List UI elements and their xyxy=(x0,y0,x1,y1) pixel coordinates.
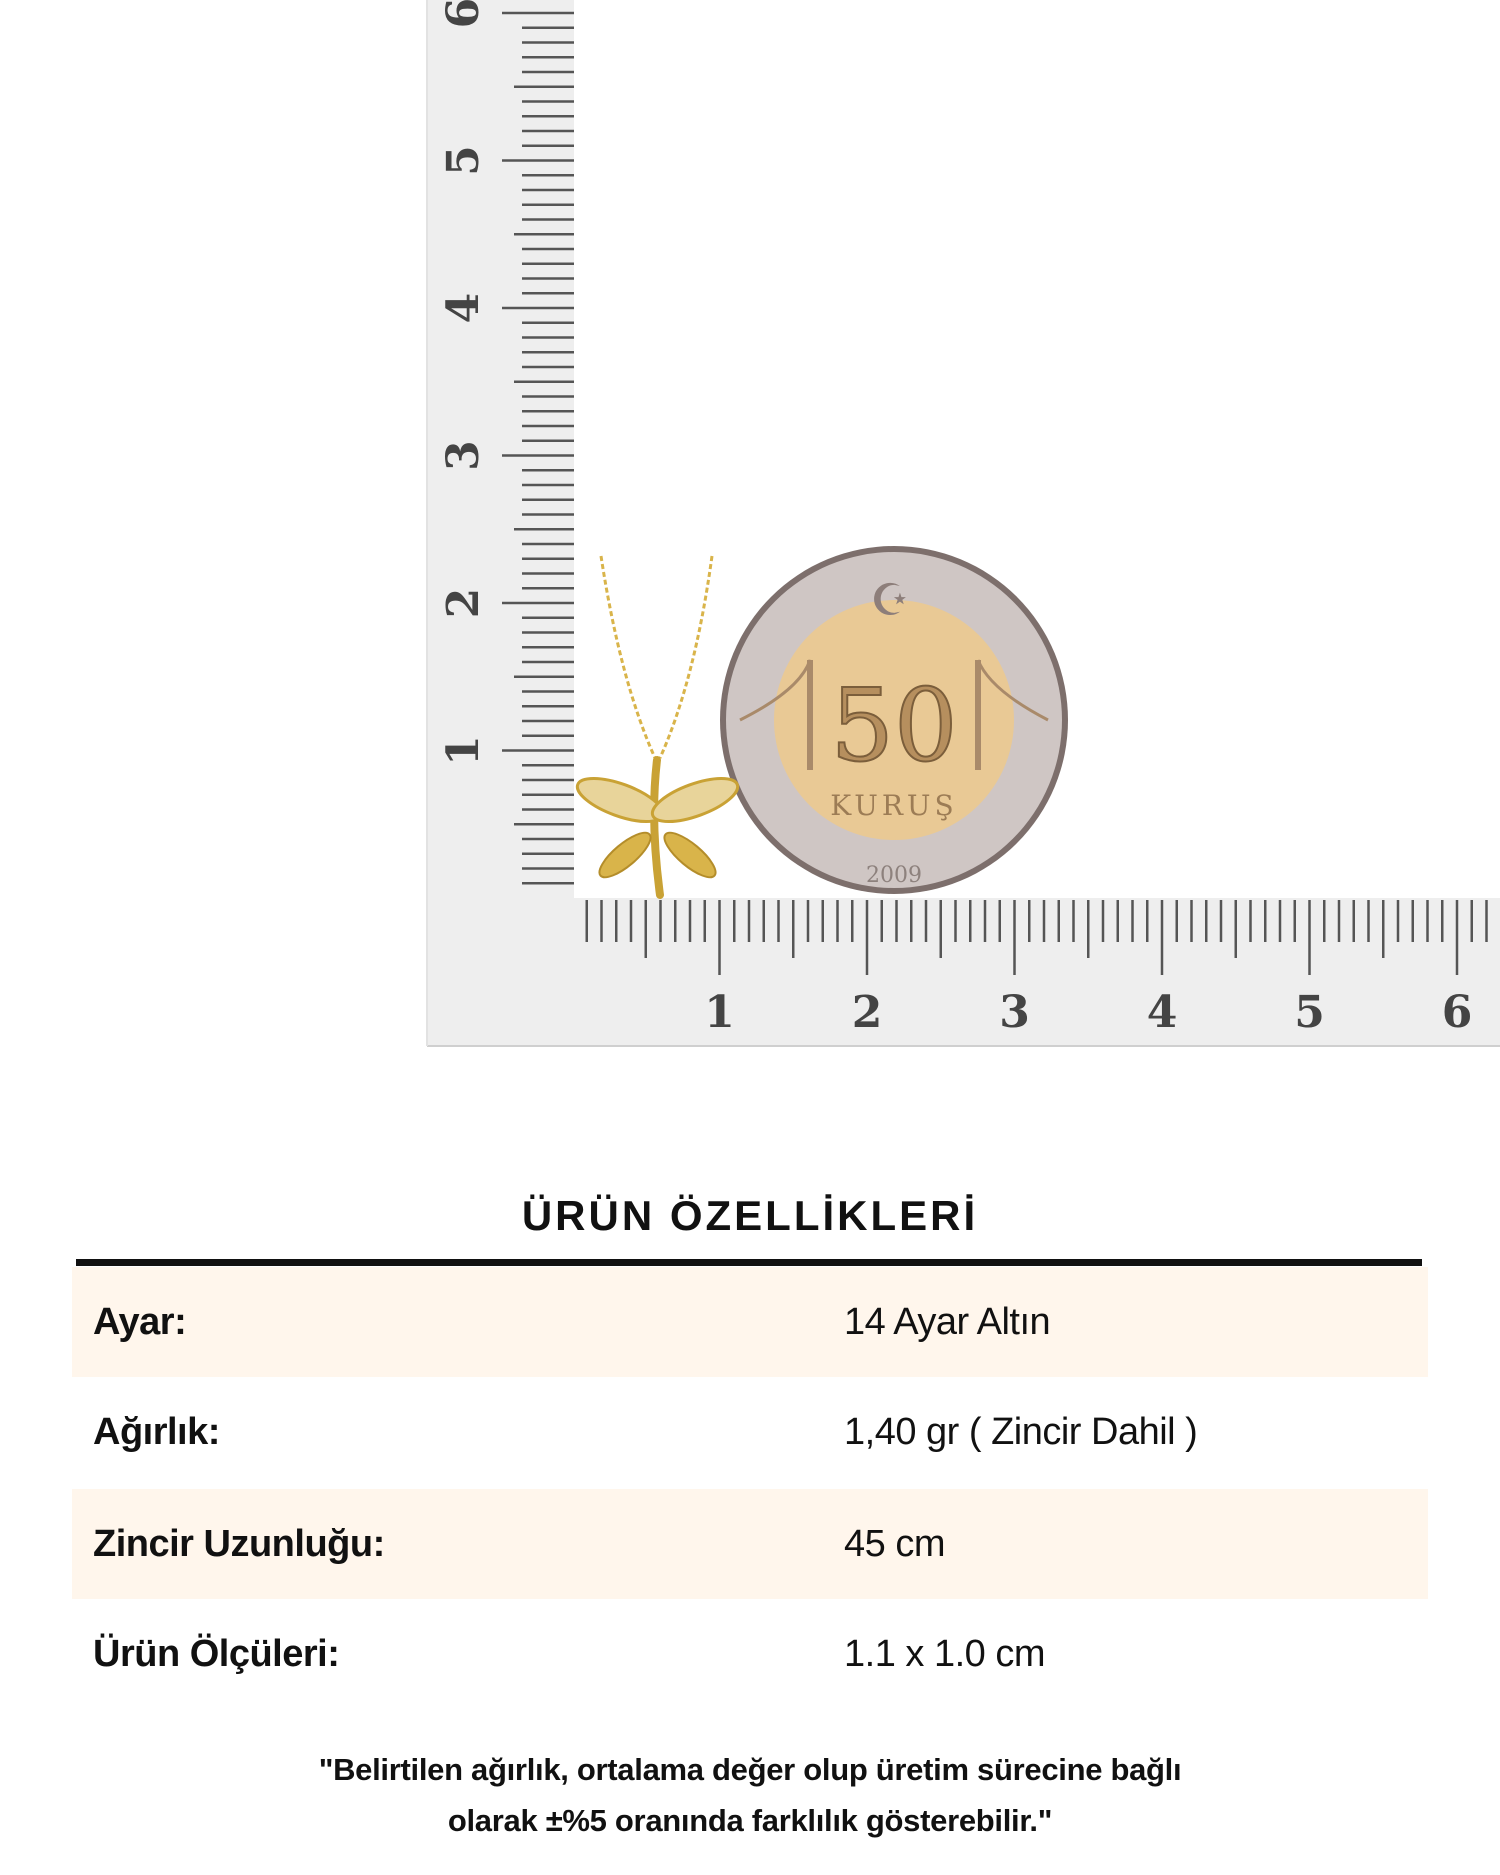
spec-label: Ürün Ölçüleri: xyxy=(93,1632,340,1675)
spec-value: 1.1 x 1.0 cm xyxy=(844,1632,1045,1675)
coin-image: 50 KURUŞ 2009 ☪ xyxy=(720,546,1068,894)
spec-row-urun-olculeri: Ürün Ölçüleri: 1.1 x 1.0 cm xyxy=(72,1599,1428,1709)
spec-label: Zincir Uzunluğu: xyxy=(93,1522,385,1565)
coin-value: 50 xyxy=(830,667,957,784)
ruler-label: 5 xyxy=(438,145,489,176)
necklace-image xyxy=(575,555,740,899)
ruler-label: 3 xyxy=(999,987,1030,1038)
vertical-ruler xyxy=(427,0,574,898)
horizontal-ruler xyxy=(427,898,1500,1046)
spec-value: 14 Ayar Altın xyxy=(844,1300,1051,1343)
coin-label: KURUŞ xyxy=(830,789,957,822)
crescent-star-icon: ☪ xyxy=(870,576,909,625)
ruler-label: 6 xyxy=(438,0,489,28)
spec-value: 45 cm xyxy=(844,1522,945,1565)
ruler-label: 4 xyxy=(1147,987,1178,1038)
spec-row-agirlik: Ağırlık: 1,40 gr ( Zincir Dahil ) xyxy=(72,1377,1428,1487)
ruler-label: 2 xyxy=(438,588,489,619)
spec-row-ayar: Ayar: 14 Ayar Altın xyxy=(72,1267,1428,1377)
ruler-label: 2 xyxy=(852,987,883,1038)
weight-disclaimer-line1: "Belirtilen ağırlık, ortalama değer olup… xyxy=(318,1752,1182,1787)
ruler-label: 5 xyxy=(1294,987,1325,1038)
ruler-label: 4 xyxy=(438,293,489,324)
spec-label: Ağırlık: xyxy=(93,1410,220,1453)
ruler-label: 1 xyxy=(704,987,735,1038)
weight-disclaimer-line2: olarak ±%5 oranında farklılık gösterebil… xyxy=(447,1803,1053,1838)
coin-year: 2009 xyxy=(866,863,922,888)
spec-label: Ayar: xyxy=(93,1300,187,1343)
ruler-label: 3 xyxy=(438,440,489,471)
spec-value: 1,40 gr ( Zincir Dahil ) xyxy=(844,1410,1198,1453)
ruler-label: 6 xyxy=(1442,987,1473,1038)
specs-title: ÜRÜN ÖZELLİKLERİ xyxy=(521,1192,979,1239)
spec-row-zincir-uzunlugu: Zincir Uzunluğu: 45 cm xyxy=(72,1489,1428,1599)
title-divider xyxy=(76,1259,1422,1266)
ruler-label: 1 xyxy=(438,735,489,766)
product-size-photo: 1 2 3 4 5 6 1 2 3 4 5 6 50 KURUŞ 2009 ☪ xyxy=(426,0,1500,1047)
